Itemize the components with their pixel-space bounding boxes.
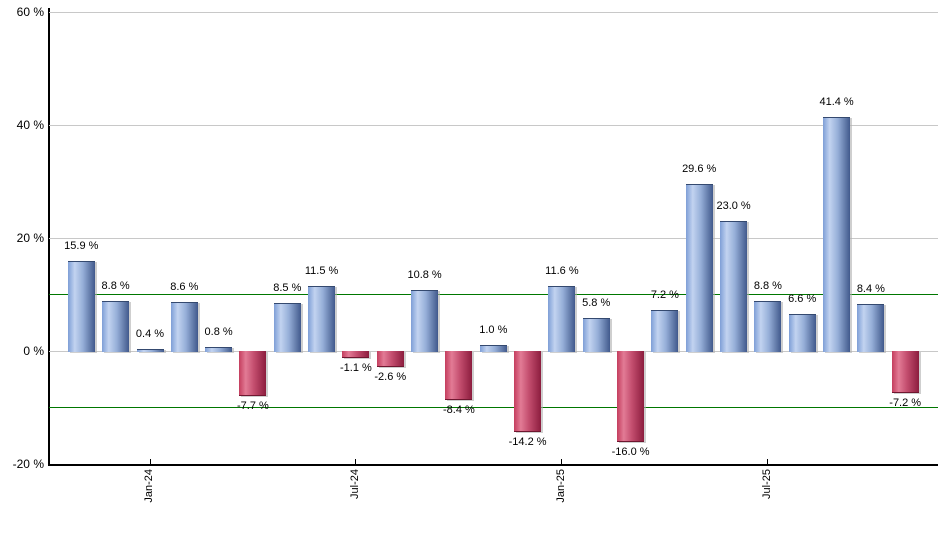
y-axis-tick-label: 20 % — [16, 231, 44, 245]
bar-value-label: -2.6 % — [374, 370, 407, 383]
y-axis-tick-label: 40 % — [16, 118, 44, 132]
bar-value-label: -7.7 % — [236, 399, 269, 412]
x-axis-tick — [149, 459, 151, 466]
bar-value-label: 23.0 % — [716, 200, 751, 212]
bar-value-label: -1.1 % — [339, 362, 372, 375]
bar — [582, 318, 610, 352]
bar-value-label: 8.4 % — [856, 282, 885, 295]
bar — [308, 286, 336, 352]
bar-value-label: -14.2 % — [508, 436, 547, 449]
y-axis-line — [48, 8, 50, 466]
bar — [720, 221, 748, 352]
bar-value-label: 10.8 % — [407, 269, 442, 281]
bar — [788, 313, 816, 352]
reference-line — [49, 407, 938, 408]
bar — [823, 117, 851, 352]
x-axis-tick-label: Jan-24 — [143, 469, 155, 503]
bar — [479, 345, 507, 352]
bar-value-label: 41.4 % — [819, 96, 854, 109]
x-axis-tick — [561, 459, 563, 466]
bar-value-label: 8.8 % — [753, 280, 782, 293]
bar — [342, 351, 370, 359]
bar — [102, 301, 130, 352]
bar-value-label: 8.5 % — [273, 282, 302, 294]
x-axis-tick-label: Jul-25 — [760, 469, 773, 499]
bar — [617, 351, 645, 443]
bar-value-label: -16.0 % — [611, 446, 650, 459]
gridline — [49, 124, 938, 126]
bar — [651, 310, 679, 352]
bar — [205, 346, 233, 352]
bar-value-label: 11.5 % — [304, 265, 339, 277]
bar — [548, 285, 576, 352]
bar-value-label: 0.4 % — [135, 327, 165, 340]
x-axis-tick — [767, 459, 769, 466]
bar — [685, 183, 713, 352]
y-axis-tick-label: 0 % — [23, 344, 44, 358]
reference-line — [49, 294, 938, 295]
x-axis-tick-label: Jan-25 — [554, 469, 567, 503]
bar — [67, 261, 95, 352]
bar-value-label: 29.6 % — [682, 162, 717, 175]
bar — [411, 290, 439, 352]
bar — [376, 351, 404, 367]
gridline — [49, 11, 938, 13]
x-axis-line — [48, 464, 938, 466]
bar — [514, 351, 542, 433]
bar — [754, 301, 782, 352]
gridline — [49, 237, 938, 239]
x-axis-tick — [355, 459, 357, 466]
bar-value-label: 0.8 % — [204, 325, 233, 338]
bar — [239, 351, 267, 396]
bar — [857, 303, 885, 352]
bar — [891, 351, 919, 393]
bar-value-label: 7.2 % — [650, 289, 679, 302]
bar-value-label: 8.8 % — [101, 280, 130, 293]
bar-value-label: -8.4 % — [442, 403, 475, 416]
bar — [273, 303, 301, 352]
bar-value-label: 15.9 % — [64, 240, 99, 253]
bar-value-label: 1.0 % — [479, 324, 508, 337]
y-axis-tick-label: -20 % — [12, 457, 44, 471]
bar-value-label: 11.6 % — [545, 264, 579, 277]
bar-value-label: 6.6 % — [788, 292, 817, 305]
x-axis-tick-label: Jul-24 — [348, 469, 361, 499]
bar — [136, 348, 164, 352]
bar — [170, 302, 198, 352]
bar — [445, 351, 473, 400]
bar-value-label: 5.8 % — [582, 297, 611, 310]
y-axis-tick-label: 60 % — [16, 5, 44, 19]
bar-value-label: -7.2 % — [889, 396, 922, 409]
bar-value-label: 8.6 % — [170, 281, 199, 294]
